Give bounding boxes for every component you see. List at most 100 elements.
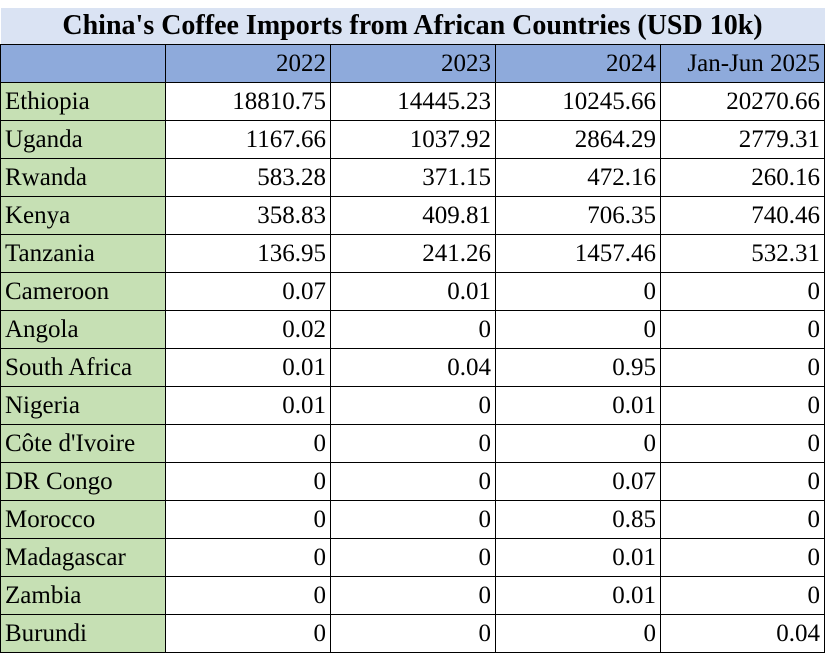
- table-row: Morocco 0 0 0.85 0: [0, 500, 826, 539]
- value-cell-2023[interactable]: 241.26: [330, 234, 496, 273]
- value-cell-2023[interactable]: 0: [330, 462, 496, 501]
- header-cell-2024[interactable]: 2024: [495, 44, 661, 83]
- value-cell-2023[interactable]: 0: [330, 538, 496, 577]
- value-cell-2024[interactable]: 2864.29: [495, 120, 661, 159]
- value-cell-2024[interactable]: 706.35: [495, 196, 661, 235]
- table-row: Angola 0.02 0 0 0: [0, 310, 826, 349]
- country-cell[interactable]: Angola: [0, 310, 166, 349]
- value-cell-2022[interactable]: 0: [165, 462, 331, 501]
- table-row: South Africa 0.01 0.04 0.95 0: [0, 348, 826, 387]
- table-row: Ethiopia 18810.75 14445.23 10245.66 20270.66: [0, 82, 826, 121]
- table-title: China's Coffee Imports from African Coun…: [0, 8, 825, 45]
- country-cell[interactable]: Rwanda: [0, 158, 166, 197]
- country-cell[interactable]: Kenya: [0, 196, 166, 235]
- country-cell[interactable]: Ethiopia: [0, 82, 166, 121]
- value-cell-jan-jun-2025[interactable]: 0: [659, 500, 826, 539]
- country-cell[interactable]: South Africa: [0, 348, 166, 387]
- country-cell[interactable]: Burundi: [0, 614, 166, 653]
- country-cell[interactable]: Nigeria: [0, 386, 166, 425]
- table-row: Burundi 0 0 0 0.04: [0, 614, 826, 653]
- value-cell-2023[interactable]: 0: [330, 614, 496, 653]
- table-row: Rwanda 583.28 371.15 472.16 260.16: [0, 158, 826, 197]
- value-cell-2022[interactable]: 136.95: [165, 234, 331, 273]
- value-cell-2023[interactable]: 0.01: [330, 272, 496, 311]
- value-cell-2024[interactable]: 0.01: [495, 576, 661, 615]
- value-cell-2022[interactable]: 1167.66: [165, 120, 331, 159]
- value-cell-2022[interactable]: 0.02: [165, 310, 331, 349]
- value-cell-2024[interactable]: 10245.66: [495, 82, 661, 121]
- value-cell-2024[interactable]: 0.01: [495, 386, 661, 425]
- value-cell-2023[interactable]: 0: [330, 310, 496, 349]
- title-row: China's Coffee Imports from African Coun…: [0, 8, 825, 45]
- value-cell-2022[interactable]: 0: [165, 614, 331, 653]
- value-cell-2024[interactable]: 0.07: [495, 462, 661, 501]
- table-row: Tanzania 136.95 241.26 1457.46 532.31: [0, 234, 826, 273]
- country-cell[interactable]: Uganda: [0, 120, 166, 159]
- value-cell-2024[interactable]: 0.01: [495, 538, 661, 577]
- value-cell-2022[interactable]: 0.01: [165, 386, 331, 425]
- value-cell-2023[interactable]: 0: [330, 386, 496, 425]
- header-cell-2023[interactable]: 2023: [330, 44, 496, 83]
- value-cell-2022[interactable]: 0.01: [165, 348, 331, 387]
- header-cell-corner[interactable]: [0, 44, 166, 83]
- value-cell-jan-jun-2025[interactable]: 0.04: [659, 614, 826, 653]
- value-cell-jan-jun-2025[interactable]: 0: [659, 310, 826, 349]
- table-row: Côte d'Ivoire 0 0 0 0: [0, 424, 826, 463]
- value-cell-2022[interactable]: 358.83: [165, 196, 331, 235]
- value-cell-2024[interactable]: 0: [495, 310, 661, 349]
- value-cell-2022[interactable]: 0: [165, 424, 331, 463]
- value-cell-2023[interactable]: 0.04: [330, 348, 496, 387]
- value-cell-2024[interactable]: 0.85: [495, 500, 661, 539]
- value-cell-jan-jun-2025[interactable]: 20270.66: [659, 82, 826, 121]
- coffee-imports-table: China's Coffee Imports from African Coun…: [0, 8, 826, 653]
- value-cell-jan-jun-2025[interactable]: 2779.31: [659, 120, 826, 159]
- table-row: Cameroon 0.07 0.01 0 0: [0, 272, 826, 311]
- value-cell-2023[interactable]: 371.15: [330, 158, 496, 197]
- country-cell[interactable]: Tanzania: [0, 234, 166, 273]
- value-cell-2024[interactable]: 1457.46: [495, 234, 661, 273]
- country-cell[interactable]: Cameroon: [0, 272, 166, 311]
- value-cell-2022[interactable]: 583.28: [165, 158, 331, 197]
- table-row: DR Congo 0 0 0.07 0: [0, 462, 826, 501]
- value-cell-jan-jun-2025[interactable]: 740.46: [659, 196, 826, 235]
- value-cell-2024[interactable]: 472.16: [495, 158, 661, 197]
- value-cell-2023[interactable]: 409.81: [330, 196, 496, 235]
- header-cell-jan-jun-2025[interactable]: Jan-Jun 2025: [659, 44, 826, 83]
- country-cell[interactable]: Madagascar: [0, 538, 166, 577]
- value-cell-2022[interactable]: 0.07: [165, 272, 331, 311]
- value-cell-2022[interactable]: 0: [165, 500, 331, 539]
- value-cell-2024[interactable]: 0: [495, 614, 661, 653]
- value-cell-jan-jun-2025[interactable]: 0: [659, 538, 826, 577]
- value-cell-2023[interactable]: 0: [330, 576, 496, 615]
- value-cell-jan-jun-2025[interactable]: 532.31: [659, 234, 826, 273]
- table-row: Kenya 358.83 409.81 706.35 740.46: [0, 196, 826, 235]
- value-cell-2022[interactable]: 0: [165, 538, 331, 577]
- value-cell-2024[interactable]: 0: [495, 424, 661, 463]
- value-cell-2023[interactable]: 1037.92: [330, 120, 496, 159]
- country-cell[interactable]: Morocco: [0, 500, 166, 539]
- value-cell-jan-jun-2025[interactable]: 0: [659, 272, 826, 311]
- value-cell-jan-jun-2025[interactable]: 0: [659, 462, 826, 501]
- table-row: Zambia 0 0 0.01 0: [0, 576, 826, 615]
- value-cell-jan-jun-2025[interactable]: 260.16: [659, 158, 826, 197]
- table-row: Nigeria 0.01 0 0.01 0: [0, 386, 826, 425]
- value-cell-2023[interactable]: 0: [330, 424, 496, 463]
- value-cell-jan-jun-2025[interactable]: 0: [659, 576, 826, 615]
- table-row: Uganda 1167.66 1037.92 2864.29 2779.31: [0, 120, 826, 159]
- country-cell[interactable]: Côte d'Ivoire: [0, 424, 166, 463]
- country-cell[interactable]: DR Congo: [0, 462, 166, 501]
- value-cell-2023[interactable]: 14445.23: [330, 82, 496, 121]
- value-cell-2023[interactable]: 0: [330, 500, 496, 539]
- header-row: 2022 2023 2024 Jan-Jun 2025: [0, 44, 826, 83]
- value-cell-2024[interactable]: 0: [495, 272, 661, 311]
- value-cell-jan-jun-2025[interactable]: 0: [659, 386, 826, 425]
- value-cell-jan-jun-2025[interactable]: 0: [659, 424, 826, 463]
- value-cell-2024[interactable]: 0.95: [495, 348, 661, 387]
- table-row: Madagascar 0 0 0.01 0: [0, 538, 826, 577]
- value-cell-2022[interactable]: 18810.75: [165, 82, 331, 121]
- value-cell-2022[interactable]: 0: [165, 576, 331, 615]
- header-cell-2022[interactable]: 2022: [165, 44, 331, 83]
- country-cell[interactable]: Zambia: [0, 576, 166, 615]
- value-cell-jan-jun-2025[interactable]: 0: [659, 348, 826, 387]
